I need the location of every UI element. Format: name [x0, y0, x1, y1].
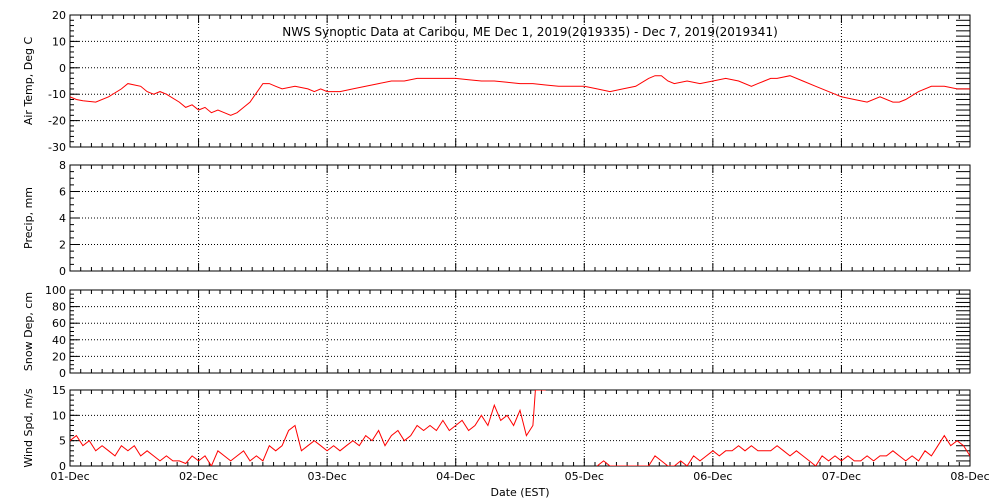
plot-frame: [69, 164, 971, 272]
x-tick-label: 07-Dec: [822, 470, 861, 483]
x-tick-label: 03-Dec: [308, 470, 347, 483]
x-tick-label: 08-Dec: [950, 470, 989, 483]
y-tick-label: 20: [52, 9, 66, 22]
chart-panel: 100 80 60 40 20 0 Snow Dep, cm: [22, 284, 971, 380]
y-axis-label: Precip, mm: [22, 187, 35, 249]
y-axis-label: Snow Dep, cm: [22, 292, 35, 371]
y-axis-label: Air Temp, Deg C: [22, 37, 35, 126]
y-tick-label: 100: [45, 284, 66, 297]
y-tick-label: 6: [59, 186, 66, 199]
y-tick-label: 20: [52, 350, 66, 363]
y-tick-label: 80: [52, 301, 66, 314]
y-tick-label: 8: [59, 159, 66, 172]
y-tick-label: 10: [52, 409, 66, 422]
x-tick-label: 04-Dec: [436, 470, 475, 483]
y-tick-label: -20: [48, 115, 66, 128]
y-tick-label: 2: [59, 239, 66, 252]
y-tick-label: 0: [59, 460, 66, 473]
x-tick-label: 05-Dec: [565, 470, 604, 483]
chart-panel: 8 6 4 2 0 Precip, mm: [22, 159, 971, 278]
chart-title: NWS Synoptic Data at Caribou, ME Dec 1, …: [282, 25, 778, 39]
y-tick-label: -10: [48, 88, 66, 101]
y-tick-label: 5: [59, 435, 66, 448]
y-tick-label: 4: [59, 212, 66, 225]
y-tick-label: 10: [52, 35, 66, 48]
plot-frame: [69, 289, 971, 374]
x-tick-label: 02-Dec: [179, 470, 218, 483]
chart-panel: 15 10 5 0 Wind Spd, m/s: [22, 384, 971, 473]
plot-frame: [69, 14, 971, 148]
plot-frame: [69, 389, 971, 467]
series-line: [596, 434, 970, 466]
y-tick-label: 40: [52, 334, 66, 347]
y-tick-label: 60: [52, 317, 66, 330]
series-line: [70, 75, 970, 116]
series-line: [70, 390, 546, 466]
x-axis-label: Date (EST): [490, 486, 549, 499]
y-axis-label: Wind Spd, m/s: [22, 388, 35, 468]
y-tick-label: 0: [59, 367, 66, 380]
chart-panel: 20 10 0 -10 -20 -30 Air Temp, Deg C: [22, 9, 971, 154]
x-tick-label: 06-Dec: [693, 470, 732, 483]
y-tick-label: 0: [59, 265, 66, 278]
y-tick-label: 15: [52, 384, 66, 397]
y-tick-label: 0: [59, 62, 66, 75]
y-tick-label: -30: [48, 141, 66, 154]
x-tick-labels: 01-Dec 02-Dec 03-Dec 04-Dec 05-Dec 06-Dec 07-D…: [50, 470, 989, 483]
x-tick-label: 01-Dec: [50, 470, 89, 483]
